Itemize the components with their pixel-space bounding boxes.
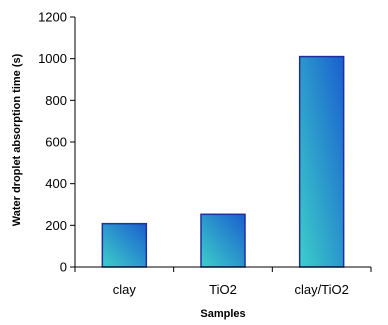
y-tick-label: 1000 [38, 51, 67, 66]
y-axis-title: Water droplet absorption time (s) [11, 53, 23, 226]
y-tick-label: 400 [45, 176, 67, 191]
bar-tio2 [200, 213, 246, 268]
x-tick-label: clay/TiO2 [294, 282, 348, 297]
bar-clay-tio2 [298, 55, 345, 268]
y-tick-label: 0 [60, 260, 67, 275]
y-tick-label: 600 [45, 135, 67, 150]
y-tick-label: 200 [45, 218, 67, 233]
y-tick-label: 800 [45, 93, 67, 108]
bar-clay [101, 222, 148, 268]
axes-layer [70, 16, 372, 272]
bars-layer [101, 55, 345, 268]
x-tick-label: clay [113, 282, 137, 297]
y-tick-label: 1200 [38, 10, 67, 25]
x-tick-label: TiO2 [209, 282, 237, 297]
labels-layer: 0 200 400 600 800 1000 1200 clay TiO2 clay/TiO2 [38, 10, 349, 298]
x-axis-title: Samples [200, 308, 245, 320]
